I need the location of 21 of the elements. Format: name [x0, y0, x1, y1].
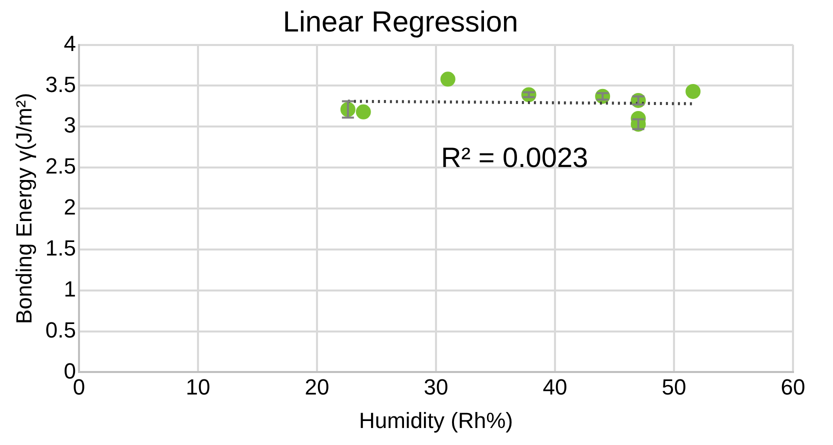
x-tick-label: 60	[780, 374, 806, 400]
point	[686, 84, 701, 99]
x-tick-label: 20	[304, 374, 330, 400]
annotation: R² = 0.0023	[440, 142, 588, 174]
y-axis-title: Bonding Energy γ(J/m²)	[11, 92, 36, 324]
y-tick-label: 4	[64, 30, 76, 56]
x-tick-label: 50	[662, 374, 686, 400]
y-tick-label: 3	[64, 112, 76, 138]
y-tick-label: 2.5	[45, 154, 76, 179]
y-tick-label: 1	[64, 276, 76, 302]
chart-title: Linear Regression	[282, 6, 518, 38]
y-tick-label: 1.5	[45, 235, 76, 260]
x-tick-label: 10	[186, 374, 210, 400]
point	[440, 72, 456, 87]
x-axis-title: Humidity (Rh%)	[358, 408, 514, 433]
x-tick-label: 30	[424, 374, 448, 400]
y-tick-label: 0.5	[45, 317, 76, 342]
y-tick-label: 2	[64, 194, 76, 220]
y-tick-label: 3.5	[45, 72, 76, 97]
point	[356, 104, 371, 120]
x-tick-label: 40	[542, 374, 568, 400]
